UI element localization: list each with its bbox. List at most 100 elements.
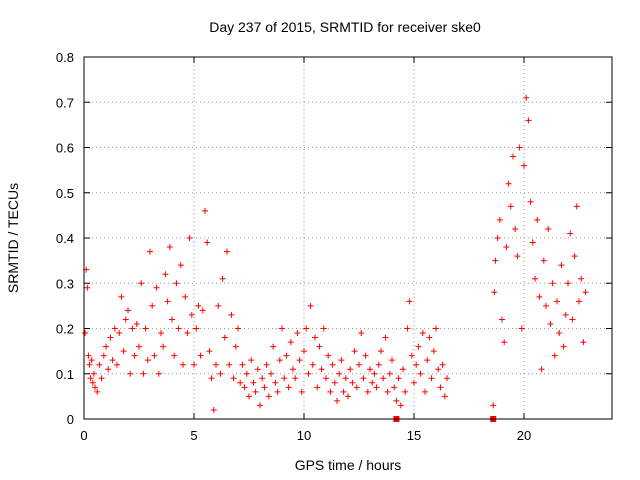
data-point (510, 153, 516, 160)
data-point (560, 343, 567, 350)
data-point (265, 393, 272, 400)
data-point (415, 343, 422, 350)
data-point (166, 244, 173, 251)
data-point (331, 379, 338, 386)
x-tick-label: 5 (190, 428, 197, 443)
data-point (90, 370, 97, 377)
data-point (338, 357, 345, 364)
data-point (136, 343, 142, 350)
data-point (360, 375, 367, 382)
data-point (131, 352, 138, 359)
data-point (428, 375, 435, 382)
data-point (186, 235, 193, 241)
axis-ticks (83, 56, 612, 420)
y-tick-label: 0.7 (56, 95, 74, 110)
data-point (573, 203, 580, 210)
data-point (532, 275, 538, 282)
data-point (133, 320, 140, 327)
data-point (129, 325, 136, 332)
data-point (565, 280, 571, 287)
data-point (378, 348, 384, 355)
data-point (400, 366, 406, 373)
data-point (314, 384, 321, 391)
data-point (202, 207, 208, 214)
data-point (516, 144, 523, 151)
data-point (164, 298, 171, 305)
data-point (312, 334, 318, 341)
data-point (246, 393, 252, 400)
data-point (239, 361, 246, 368)
data-point (430, 348, 437, 355)
data-point (228, 311, 235, 318)
data-point (285, 384, 292, 391)
data-point (213, 361, 219, 368)
data-point (551, 352, 558, 359)
data-point (529, 239, 536, 246)
data-point (527, 198, 534, 205)
y-tick-label: 0.6 (56, 141, 74, 156)
data-point (303, 325, 310, 332)
data-point (578, 275, 585, 282)
data-point (144, 357, 151, 364)
data-point (411, 379, 417, 386)
data-point (492, 257, 499, 264)
data-point (191, 361, 197, 368)
data-point (490, 402, 497, 409)
data-point (325, 352, 332, 359)
data-point (111, 325, 118, 332)
data-point (439, 361, 446, 368)
data-point (404, 325, 411, 332)
data-point (437, 384, 444, 391)
data-point (327, 388, 334, 395)
data-point (549, 280, 556, 287)
data-point (162, 271, 169, 278)
data-point (576, 298, 582, 305)
data-point (259, 375, 266, 382)
data-point (103, 343, 109, 350)
data-point (307, 302, 314, 309)
data-point (270, 343, 277, 350)
y-tick-label: 0 (67, 412, 74, 427)
data-point (393, 397, 400, 404)
data-point (426, 334, 433, 341)
data-point (254, 366, 261, 373)
data-point (230, 375, 237, 382)
data-point (268, 370, 274, 377)
data-point (180, 361, 186, 368)
data-point (334, 397, 340, 404)
x-axis-label: GPS time / hours (295, 457, 402, 473)
data-point (296, 357, 303, 364)
data-point (316, 343, 323, 350)
data-point (413, 361, 420, 368)
data-point (362, 352, 369, 359)
data-point (109, 357, 116, 364)
data-point (309, 361, 316, 368)
data-point (494, 235, 501, 241)
data-point (92, 384, 98, 391)
data-point (88, 357, 95, 364)
data-point (197, 352, 204, 359)
data-point (149, 302, 156, 309)
data-point (384, 388, 391, 395)
y-axis-label: SRMTID / TECUs (5, 183, 21, 293)
data-point (580, 339, 587, 346)
data-point (525, 117, 532, 124)
data-point (382, 334, 389, 341)
data-point (219, 275, 226, 282)
data-point (301, 348, 307, 355)
data-point (419, 330, 426, 337)
data-point (422, 388, 428, 395)
data-point (391, 384, 398, 391)
data-point (140, 370, 147, 377)
data-point (294, 330, 301, 337)
data-point (232, 343, 239, 350)
data-point (298, 388, 305, 395)
data-point (367, 366, 373, 373)
y-tick-label: 0.8 (56, 50, 74, 65)
data-point (122, 316, 129, 323)
data-point (534, 216, 541, 223)
data-point (274, 388, 281, 395)
data-point (567, 230, 574, 237)
data-point (323, 375, 329, 382)
data-point (386, 370, 393, 377)
